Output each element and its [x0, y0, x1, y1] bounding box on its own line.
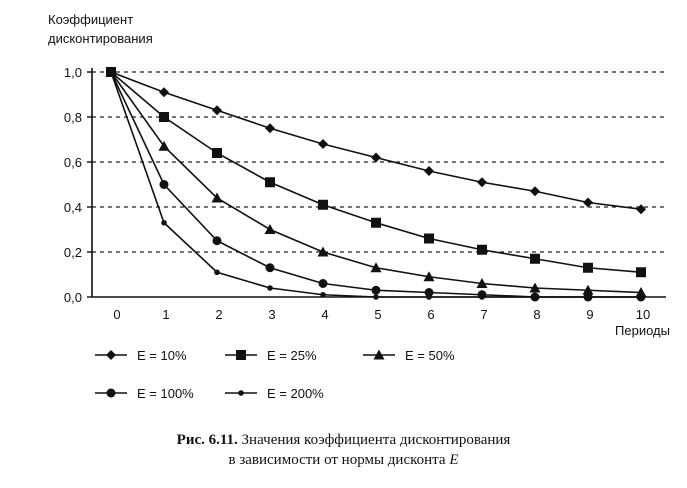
series-5-point-5: [373, 294, 379, 300]
figure-number: Рис. 6.11.: [176, 432, 238, 448]
series-1-point-3: [265, 123, 275, 134]
series-2: [106, 67, 646, 278]
discount-chart: Коэффициент дисконтирования Периоды 0,00…: [48, 12, 670, 401]
x-tick-label-5: 5: [374, 307, 381, 322]
series-5-point-2: [214, 269, 220, 276]
series-1-point-6: [424, 166, 434, 176]
series-4-point-4: [318, 279, 328, 288]
series-2-point-5: [371, 217, 381, 228]
series-5-point-8: [532, 294, 538, 300]
series-3-point-4: [317, 246, 329, 257]
series-1-point-2: [212, 105, 222, 116]
series-2-point-6: [424, 233, 434, 244]
series-5: [108, 69, 644, 300]
y-axis-label-line1: Коэффициент: [48, 12, 133, 27]
legend-item-5: E = 200%: [225, 386, 324, 401]
series-1: [106, 67, 646, 215]
series-5-point-9: [585, 294, 591, 300]
series-3-point-7: [476, 278, 488, 288]
x-tick-label-6: 6: [427, 307, 434, 322]
figure-caption-line1: Рис. 6.11. Значения коэффициента дисконт…: [0, 432, 687, 449]
x-tick-label-9: 9: [586, 307, 593, 322]
series-1-point-9: [583, 197, 593, 208]
series-1-point-7: [477, 177, 487, 188]
series-2-point-10: [636, 267, 646, 278]
series-line-1: [110, 71, 642, 211]
series-2-point-1: [159, 112, 169, 122]
legend: E = 10% E = 25% E = 50% E = 100% E = 200%: [95, 348, 455, 401]
figure-caption-variable: E: [449, 452, 459, 468]
series-5-point-1: [161, 219, 167, 226]
x-tick-label-0: 0: [113, 307, 120, 322]
x-tick-label-4: 4: [321, 307, 328, 322]
legend-label-2: E = 25%: [267, 348, 317, 363]
series-4-point-5: [371, 285, 381, 295]
legend-label-3: E = 50%: [405, 348, 455, 363]
series-4-point-3: [265, 263, 275, 273]
legend-label-4: E = 100%: [137, 386, 194, 401]
y-tick-labels: 0,0 0,2 0,4 0,6 0,8 1,0: [64, 65, 82, 305]
legend-marker-1: [106, 350, 116, 360]
series-5-point-10: [638, 294, 644, 300]
series-3-point-6: [423, 271, 435, 282]
series-2-point-4: [318, 199, 328, 210]
y-tick-label-4: 0,8: [64, 110, 82, 125]
legend-marker-2: [236, 350, 246, 360]
y-tick-label-5: 1,0: [64, 65, 82, 80]
series-1-point-8: [530, 186, 540, 197]
series-3-point-5: [370, 262, 382, 273]
y-tick-label-2: 0,4: [64, 200, 82, 215]
series-5-point-7: [479, 294, 485, 300]
y-tick-label-3: 0,6: [64, 155, 82, 170]
series-4-point-2: [212, 236, 222, 246]
series-lines: [105, 66, 647, 302]
x-tick-label-1: 1: [162, 307, 169, 322]
series-4-point-1: [159, 180, 169, 189]
series-2-point-9: [583, 262, 593, 273]
series-2-point-2: [212, 148, 222, 158]
series-5-point-0: [108, 69, 114, 75]
y-tick-label-1: 0,2: [64, 245, 82, 260]
x-tick-label-7: 7: [480, 307, 487, 322]
legend-marker-3: [373, 349, 385, 360]
series-5-point-3: [267, 285, 273, 291]
series-1-point-1: [159, 87, 169, 98]
x-tick-label-2: 2: [215, 307, 222, 322]
series-3: [105, 66, 647, 297]
x-tick-label-8: 8: [533, 307, 540, 322]
legend-label-5: E = 200%: [267, 386, 324, 401]
series-2-point-3: [265, 177, 275, 188]
legend-item-3: E = 50%: [363, 348, 455, 363]
series-1-point-10: [636, 204, 646, 215]
y-axis-label-line2: дисконтирования: [48, 31, 153, 46]
series-3-point-2: [211, 192, 223, 203]
series-3-point-9: [582, 284, 594, 295]
legend-marker-4: [106, 388, 116, 398]
y-tick-label-0: 0,0: [64, 290, 82, 305]
legend-label-1: E = 10%: [137, 348, 187, 363]
series-line-3: [110, 71, 642, 294]
series-2-point-8: [530, 253, 540, 264]
figure-caption-line2: в зависимости от нормы дисконта E: [0, 452, 687, 469]
series-5-point-6: [426, 294, 432, 300]
figure-caption-text2: в зависимости от нормы дисконта: [228, 452, 450, 468]
series-3-point-3: [264, 224, 276, 234]
legend-item-1: E = 10%: [95, 348, 187, 363]
series-1-point-4: [318, 139, 328, 149]
series-2-point-7: [477, 244, 487, 255]
figure-caption-text1: Значения коэффициента дисконтирования: [237, 432, 511, 448]
series-3-point-1: [158, 140, 170, 151]
x-tick-labels: 0 1 2 3 4 5 6 7 8 9 10: [113, 307, 650, 322]
series-4-point-6: [424, 288, 434, 297]
legend-item-2: E = 25%: [225, 348, 317, 363]
x-tick-label-10: 10: [636, 307, 650, 322]
series-3-point-8: [529, 282, 541, 293]
x-tick-label-3: 3: [268, 307, 275, 322]
series-1-point-5: [371, 152, 381, 163]
legend-item-4: E = 100%: [95, 386, 194, 401]
x-axis-label: Периоды: [615, 323, 670, 338]
legend-marker-5: [238, 390, 244, 396]
axes: [87, 68, 666, 298]
series-5-point-4: [320, 291, 326, 298]
